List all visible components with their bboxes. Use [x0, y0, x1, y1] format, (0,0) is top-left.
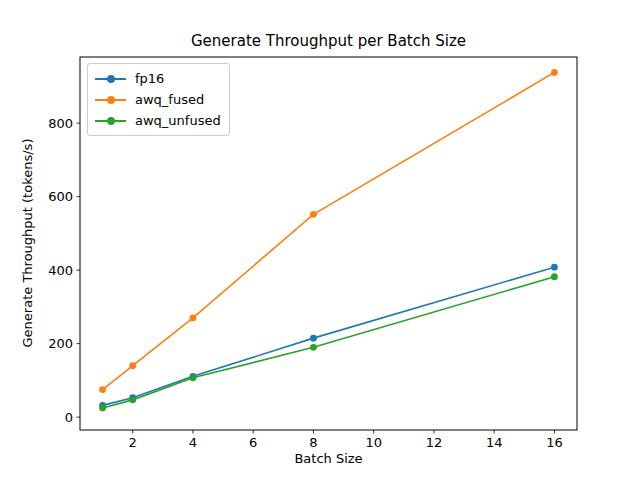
legend-label: awq_fused: [135, 93, 204, 106]
x-tick-label: 16: [546, 435, 563, 450]
x-tick-label: 4: [189, 435, 197, 450]
x-axis-label: Batch Size: [80, 451, 577, 466]
legend-item-awq_fused: awq_fused: [95, 89, 221, 110]
x-tick-label: 8: [309, 435, 317, 450]
data-point-awq_fused: [551, 69, 558, 76]
chart-title: Generate Throughput per Batch Size: [80, 33, 577, 50]
y-tick-label: 200: [48, 336, 73, 351]
data-point-fp16: [551, 264, 558, 271]
data-point-awq_fused: [99, 386, 106, 393]
data-point-awq_unfused: [99, 405, 106, 412]
figure: 2 4 6 8 10 12 14 16 0 200 400 600 800 Generate Throu…: [0, 0, 640, 480]
data-point-awq_fused: [190, 315, 197, 322]
legend-label: fp16: [135, 72, 164, 85]
data-point-awq_unfused: [190, 374, 197, 381]
x-tick-label: 2: [129, 435, 137, 450]
data-point-awq_unfused: [551, 273, 558, 280]
y-tick-label: 600: [48, 189, 73, 204]
y-axis-label: Generate Throughput (tokens/s): [20, 139, 35, 348]
y-tick-label: 800: [48, 116, 73, 131]
x-tick-label: 14: [486, 435, 503, 450]
legend-line-marker-icon: [95, 95, 126, 104]
x-tick-label: 12: [426, 435, 443, 450]
x-tick-label: 6: [249, 435, 257, 450]
series-line-awq_unfused: [103, 277, 555, 408]
data-point-awq_fused: [310, 211, 317, 218]
y-tick-label: 0: [65, 410, 73, 425]
data-point-awq_unfused: [129, 396, 136, 403]
legend-label: awq_unfused: [135, 114, 221, 127]
legend-item-fp16: fp16: [95, 68, 221, 89]
data-point-awq_unfused: [310, 344, 317, 351]
legend-line-marker-icon: [95, 116, 126, 125]
x-tick-label: 10: [365, 435, 382, 450]
data-point-fp16: [310, 335, 317, 342]
legend: fp16 awq_fused awq_unfused: [87, 63, 230, 136]
data-point-awq_fused: [129, 362, 136, 369]
legend-line-marker-icon: [95, 74, 126, 83]
legend-item-awq_unfused: awq_unfused: [95, 110, 221, 131]
y-tick-label: 400: [48, 263, 73, 278]
